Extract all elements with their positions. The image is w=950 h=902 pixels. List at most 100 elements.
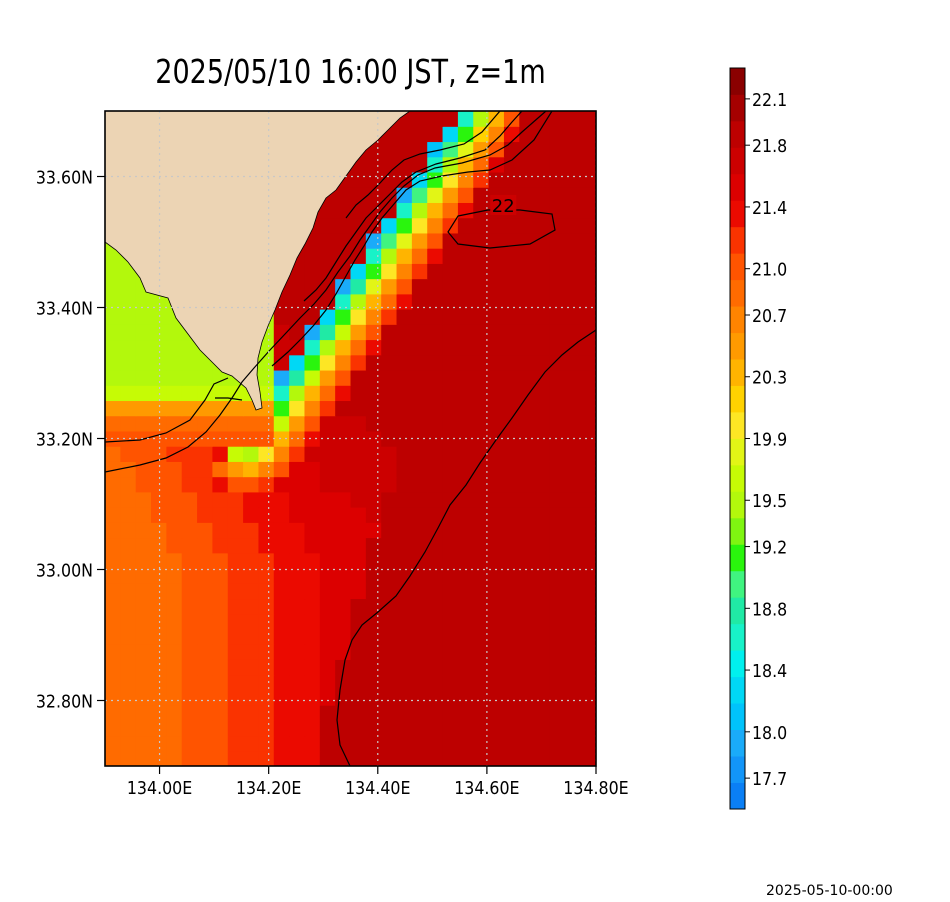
field-cell (503, 659, 520, 676)
field-cell (227, 522, 244, 539)
field-cell (120, 522, 137, 539)
field-cell (488, 446, 505, 462)
field-cell (503, 628, 520, 645)
field-cell (166, 735, 183, 752)
field-cell (212, 689, 229, 706)
field-cell (488, 293, 505, 310)
field-cell (365, 248, 382, 264)
field-cell (258, 720, 275, 737)
field-cell (442, 324, 459, 341)
field-cell (503, 674, 520, 691)
field-cell (457, 217, 474, 234)
field-cell (549, 278, 566, 295)
field-cell (273, 613, 290, 630)
field-cell (381, 278, 398, 295)
field-cell (549, 202, 566, 219)
colorbar-tick-label: 18.8 (752, 598, 787, 619)
field-cell (289, 689, 306, 706)
field-cell (365, 385, 382, 402)
field-cell (120, 385, 137, 402)
field-cell (442, 567, 459, 584)
field-cell (289, 628, 306, 645)
field-cell (534, 430, 551, 447)
field-cell (519, 491, 536, 508)
field-cell (442, 126, 459, 143)
field-cell (534, 232, 551, 249)
field-cell (135, 689, 152, 706)
field-cell (319, 339, 336, 356)
field-cell (427, 141, 444, 158)
field-cell (243, 415, 260, 432)
contour-line (345, 111, 501, 219)
field-cell (411, 263, 428, 280)
colorbar-tick-label: 19.5 (752, 490, 787, 511)
field-cell (396, 187, 413, 203)
field-cell (105, 263, 121, 280)
field-cell (534, 735, 551, 752)
field-cell (488, 324, 505, 341)
field-cell (243, 491, 260, 508)
contour-labels: 22 (490, 194, 517, 217)
field-cell (105, 278, 121, 295)
field-cell (580, 354, 596, 371)
field-cell (212, 491, 229, 508)
field-cell (319, 689, 336, 706)
field-cell (181, 385, 198, 402)
field-cell (135, 507, 152, 523)
field-cell (473, 659, 490, 676)
field-cell (519, 400, 536, 417)
field-cell (105, 583, 121, 600)
field-cell (181, 598, 198, 615)
field-cell (580, 674, 596, 691)
field-cell (212, 400, 229, 417)
field-cell (534, 400, 551, 417)
field-cell (273, 552, 290, 569)
field-cell (503, 385, 520, 402)
field-cell (519, 705, 536, 721)
field-cell (365, 644, 382, 660)
field-cell (335, 385, 352, 402)
field-cell (197, 507, 213, 523)
field-cell (580, 583, 596, 600)
field-cell (273, 674, 290, 691)
field-cell (319, 705, 336, 721)
field-cell (181, 552, 198, 569)
field-cell (304, 293, 321, 310)
field-cell (519, 644, 536, 660)
field-cell (289, 339, 306, 356)
field-cell (549, 659, 566, 676)
field-cell (411, 324, 428, 341)
field-cell (565, 263, 582, 280)
field-cell (549, 385, 566, 402)
field-cell (335, 369, 352, 386)
field-cell (549, 735, 566, 752)
field-cell (335, 613, 352, 630)
field-cell (105, 339, 121, 356)
field-cell (304, 659, 321, 676)
field-cell (580, 659, 596, 676)
field-cell (427, 598, 444, 615)
field-cell (350, 171, 367, 188)
field-cell (519, 309, 536, 325)
field-cell (304, 507, 321, 523)
field-cell (120, 354, 137, 371)
field-cell (319, 735, 336, 752)
field-cell (457, 141, 474, 158)
colorbar-tick-label: 21.0 (752, 259, 787, 280)
field-cell (212, 750, 229, 766)
field-cell (365, 187, 382, 203)
field-cell (105, 537, 121, 554)
field-cell (120, 735, 137, 752)
field-cell (381, 217, 398, 234)
field-cell (365, 674, 382, 691)
field-cell (411, 522, 428, 539)
field-cell (135, 339, 152, 356)
field-cell (457, 537, 474, 554)
field-cell (350, 507, 367, 523)
field-cell (289, 507, 306, 523)
field-cell (473, 385, 490, 402)
field-cell (565, 354, 582, 371)
field-cell (503, 293, 520, 310)
x-tick-label: 134.60E (454, 777, 519, 798)
field-cell (396, 369, 413, 386)
